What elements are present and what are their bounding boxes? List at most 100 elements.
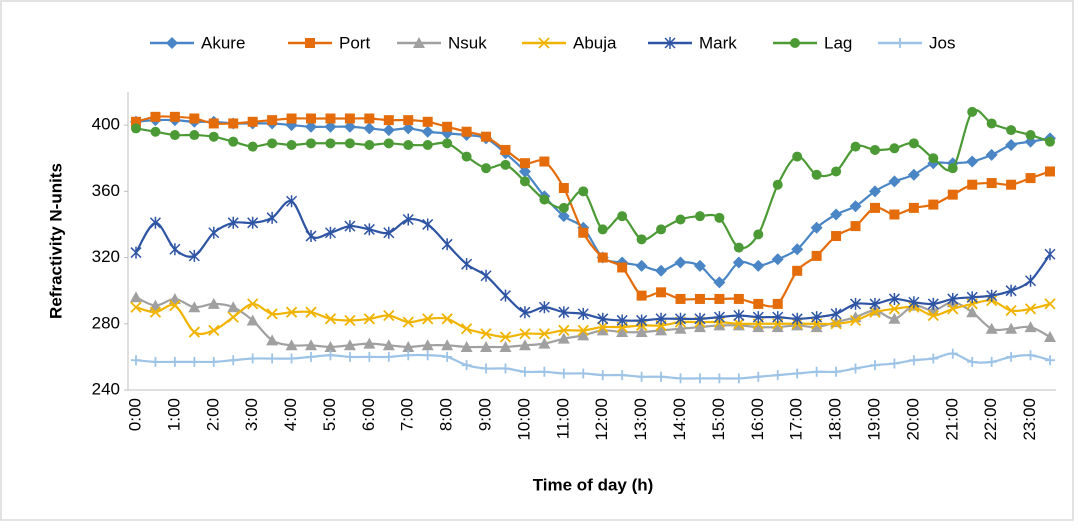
data-point xyxy=(577,324,589,337)
data-point xyxy=(149,216,161,229)
data-point xyxy=(246,314,259,326)
data-point xyxy=(227,301,240,313)
data-point xyxy=(636,314,648,327)
data-point xyxy=(188,301,201,313)
data-point xyxy=(402,340,415,352)
data-point xyxy=(558,183,569,194)
data-point xyxy=(481,363,492,374)
data-point xyxy=(383,226,395,239)
data-point xyxy=(772,370,783,381)
x-tick-label: 15:00 xyxy=(709,398,728,441)
data-point xyxy=(831,231,842,242)
y-tick-label: 240 xyxy=(92,379,120,398)
data-point xyxy=(908,296,920,309)
data-point xyxy=(985,322,998,334)
legend-item: Port xyxy=(288,33,370,52)
data-point xyxy=(947,292,959,305)
x-tick-label: 4:00 xyxy=(281,398,300,431)
data-point xyxy=(306,351,317,362)
data-point xyxy=(831,166,842,177)
data-point xyxy=(831,366,842,377)
data-point xyxy=(772,298,783,309)
x-tick-label: 6:00 xyxy=(359,398,378,431)
data-point xyxy=(888,303,901,315)
data-point xyxy=(635,326,648,338)
data-point xyxy=(499,331,512,343)
data-point xyxy=(986,289,998,302)
x-tick-label: 10:00 xyxy=(514,398,533,441)
data-point xyxy=(131,355,141,366)
data-point xyxy=(538,328,551,340)
data-point xyxy=(227,216,239,229)
data-point xyxy=(986,178,997,189)
data-point xyxy=(869,297,881,310)
x-tick-label: 22:00 xyxy=(981,398,1000,441)
x-axis-title: Time of day (h) xyxy=(533,475,654,494)
data-point xyxy=(363,313,375,325)
data-point xyxy=(908,202,919,213)
data-point xyxy=(442,138,453,149)
data-point xyxy=(519,158,530,169)
data-point xyxy=(344,113,355,124)
data-point xyxy=(1006,179,1017,190)
data-point xyxy=(557,210,570,223)
data-point xyxy=(460,340,473,352)
data-point xyxy=(1044,331,1056,343)
data-point xyxy=(286,139,297,150)
legend-marker xyxy=(538,37,550,49)
data-point xyxy=(383,115,394,126)
data-point xyxy=(966,306,979,318)
data-point xyxy=(772,311,784,324)
legend-label: Akure xyxy=(201,33,245,52)
series-group xyxy=(131,111,1055,309)
data-point xyxy=(1024,303,1037,315)
data-point xyxy=(967,356,978,367)
data-point xyxy=(656,371,667,382)
x-tick-label: 23:00 xyxy=(1020,398,1039,441)
data-point xyxy=(1044,298,1056,310)
data-point xyxy=(811,169,822,180)
data-point xyxy=(791,243,804,256)
data-point xyxy=(519,176,530,187)
legend-marker xyxy=(790,38,800,48)
data-point xyxy=(383,351,394,362)
data-point xyxy=(305,230,317,243)
legend-label: Abuja xyxy=(573,33,617,52)
data-point xyxy=(597,252,608,263)
data-point xyxy=(1006,125,1017,136)
data-point xyxy=(441,238,453,251)
data-point xyxy=(558,324,570,337)
data-point xyxy=(285,339,298,351)
data-point xyxy=(208,226,220,239)
data-point xyxy=(364,113,375,124)
data-point xyxy=(617,211,628,222)
y-tick-label: 320 xyxy=(92,247,120,266)
data-point xyxy=(811,366,822,377)
data-point xyxy=(403,115,414,126)
data-point xyxy=(714,293,725,304)
data-point xyxy=(344,351,355,362)
data-point xyxy=(811,250,822,261)
data-point xyxy=(285,306,298,318)
data-point xyxy=(791,312,803,325)
data-point xyxy=(169,243,181,256)
data-point xyxy=(266,308,278,320)
data-point xyxy=(869,360,880,371)
data-point xyxy=(656,287,667,298)
data-point xyxy=(1005,284,1017,297)
data-point xyxy=(869,306,881,318)
data-point xyxy=(1025,130,1036,141)
data-point xyxy=(266,334,279,346)
data-point xyxy=(130,301,142,313)
data-point xyxy=(150,111,161,122)
data-point xyxy=(597,312,609,325)
data-point xyxy=(733,373,744,384)
data-point xyxy=(617,262,628,273)
data-point xyxy=(578,227,589,238)
data-point xyxy=(869,202,880,213)
data-point xyxy=(596,324,609,336)
data-point xyxy=(597,321,609,333)
data-point xyxy=(558,306,570,319)
data-point xyxy=(286,195,298,208)
